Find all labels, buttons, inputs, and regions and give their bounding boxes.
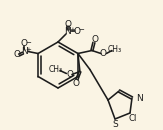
Text: −: −: [25, 40, 31, 45]
Text: +: +: [25, 47, 31, 53]
Text: CH₃: CH₃: [49, 65, 63, 74]
Text: O: O: [74, 27, 81, 35]
Text: +: +: [70, 27, 75, 32]
Text: O: O: [100, 49, 107, 58]
Text: O: O: [72, 79, 79, 87]
Text: CH₃: CH₃: [108, 45, 122, 54]
Text: O: O: [91, 35, 98, 44]
Text: O: O: [14, 50, 21, 59]
Text: S: S: [112, 119, 118, 128]
Text: O: O: [65, 20, 72, 28]
Text: Cl: Cl: [129, 113, 137, 122]
Text: N: N: [21, 47, 27, 56]
Text: −: −: [79, 27, 84, 32]
Text: O: O: [66, 70, 73, 79]
Text: N: N: [136, 93, 143, 102]
Text: O: O: [21, 39, 28, 48]
Text: N: N: [65, 27, 71, 35]
